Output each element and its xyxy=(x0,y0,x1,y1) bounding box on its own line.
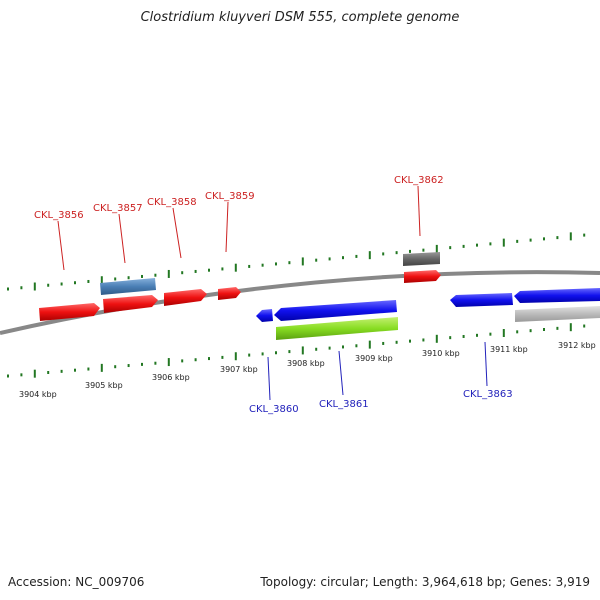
gene-label-ckl-3862[interactable]: CKL_3862 xyxy=(394,175,444,186)
gene-label-ckl-3863[interactable]: CKL_3863 xyxy=(463,389,513,400)
feature-bar-green[interactable] xyxy=(276,317,398,340)
scale-label-3907: 3907 kbp xyxy=(220,365,258,374)
gene-arrow-ckl-3860[interactable] xyxy=(256,309,273,322)
scale-label-3909: 3909 kbp xyxy=(355,354,393,363)
feature-bar-lightgray[interactable] xyxy=(515,306,600,322)
gene-label-ckl-3856[interactable]: CKL_3856 xyxy=(34,210,84,221)
scale-label-3908: 3908 kbp xyxy=(287,359,325,368)
gene-label-ckl-3857[interactable]: CKL_3857 xyxy=(93,203,143,214)
forward-tick-row xyxy=(7,232,586,291)
callout-ckl-3859 xyxy=(225,201,229,253)
callout-ckl-3856 xyxy=(57,220,65,271)
callout-ckl-3861 xyxy=(338,350,344,396)
gene-arrow-ckl-3862[interactable] xyxy=(404,270,441,283)
gene-label-ckl-3860[interactable]: CKL_3860 xyxy=(249,404,299,415)
genome-summary-text: Topology: circular; Length: 3,964,618 bp… xyxy=(260,575,590,589)
callout-ckl-3862 xyxy=(417,185,421,237)
gene-arrow-ckl-3856[interactable] xyxy=(39,303,100,321)
scale-label-3904: 3904 kbp xyxy=(19,390,57,399)
reverse-tick-row xyxy=(7,323,586,378)
gene-arrow-ckl-3858[interactable] xyxy=(164,289,207,306)
scale-label-3906: 3906 kbp xyxy=(152,373,190,382)
callout-ckl-3860 xyxy=(267,356,271,401)
gene-arrow-right-edge[interactable] xyxy=(514,288,600,303)
callout-ckl-3858 xyxy=(172,207,182,259)
genome-title: Clostridium kluyveri DSM 555, complete g… xyxy=(140,10,460,25)
gene-label-ckl-3858[interactable]: CKL_3858 xyxy=(147,197,197,208)
gene-arrow-ckl-3859[interactable] xyxy=(218,287,241,300)
accession-text: Accession: NC_009706 xyxy=(8,575,145,589)
callout-ckl-3863 xyxy=(484,341,488,387)
scale-label-3912: 3912 kbp xyxy=(558,341,596,350)
scale-label-3905: 3905 kbp xyxy=(85,381,123,390)
gene-label-ckl-3859[interactable]: CKL_3859 xyxy=(205,191,255,202)
gene-label-ckl-3861[interactable]: CKL_3861 xyxy=(319,399,369,410)
gene-arrow-ckl-3863[interactable] xyxy=(450,293,513,307)
feature-bar-gray[interactable] xyxy=(403,252,440,266)
scale-label-3911: 3911 kbp xyxy=(490,345,528,354)
feature-bar-steelblue[interactable] xyxy=(100,278,156,295)
scale-label-3910: 3910 kbp xyxy=(422,349,460,358)
gene-arrow-ckl-3861[interactable] xyxy=(274,300,397,321)
callout-ckl-3857 xyxy=(118,213,126,264)
gene-arrow-ckl-3857[interactable] xyxy=(103,295,158,313)
